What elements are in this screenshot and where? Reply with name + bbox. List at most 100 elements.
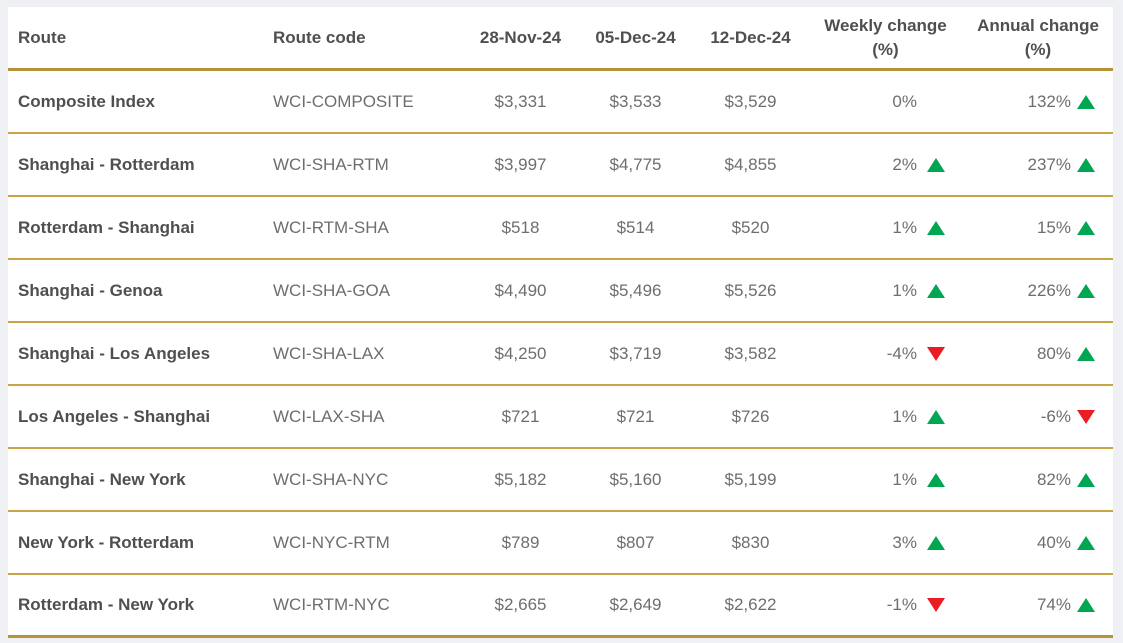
route-name-cell: Rotterdam - Shanghai bbox=[18, 217, 195, 237]
weekly-change-cell: -4% bbox=[808, 344, 963, 364]
annual-change-value: 15% bbox=[1036, 217, 1071, 237]
header-date-2: 05-Dec-24 bbox=[595, 27, 676, 47]
value-cell: $3,529 bbox=[724, 91, 777, 111]
header-route-code: Route code bbox=[273, 27, 366, 47]
annual-change-cell: -6% bbox=[963, 407, 1113, 427]
weekly-change-value: -1% bbox=[886, 595, 917, 614]
route-name-cell: Los Angeles - Shanghai bbox=[18, 406, 211, 426]
weekly-change-arrow-icon bbox=[927, 220, 945, 235]
route-code-cell: WCI-SHA-NYC bbox=[273, 469, 389, 489]
annual-change-arrow-icon bbox=[1077, 157, 1095, 172]
value-cell: $830 bbox=[731, 532, 770, 552]
annual-change-arrow-icon bbox=[1077, 283, 1095, 298]
header-weekly-change: Weekly change (%) bbox=[824, 15, 947, 59]
route-code-cell: WCI-RTM-NYC bbox=[273, 595, 390, 614]
value-cell: $514 bbox=[616, 217, 655, 237]
annual-change-cell: 80% bbox=[963, 344, 1113, 364]
table-row: Shanghai - Rotterdam WCI-SHA-RTM $3,997 … bbox=[8, 134, 1113, 197]
route-code-cell: WCI-COMPOSITE bbox=[273, 91, 414, 111]
table-row: Los Angeles - Shanghai WCI-LAX-SHA $721 … bbox=[8, 386, 1113, 449]
annual-change-arrow-icon bbox=[1077, 472, 1095, 487]
value-cell: $807 bbox=[616, 532, 655, 552]
route-name-cell: Shanghai - Rotterdam bbox=[18, 154, 195, 174]
annual-change-value: 40% bbox=[1036, 532, 1071, 552]
annual-change-value: 237% bbox=[1027, 154, 1071, 174]
value-cell: $5,526 bbox=[724, 280, 777, 300]
weekly-change-value: 0% bbox=[892, 91, 917, 111]
value-cell: $3,582 bbox=[724, 343, 777, 363]
annual-change-cell: 74% bbox=[963, 595, 1113, 615]
weekly-change-arrow-icon bbox=[927, 598, 945, 612]
value-cell: $4,250 bbox=[494, 343, 547, 363]
wci-rates-table: Route Route code 28-Nov-24 05-Dec-24 12-… bbox=[8, 7, 1113, 638]
weekly-change-cell: 1% bbox=[808, 281, 963, 301]
route-name-cell: Shanghai - Los Angeles bbox=[18, 343, 211, 363]
weekly-change-value: -4% bbox=[886, 343, 917, 363]
table-row: Shanghai - Genoa WCI-SHA-GOA $4,490 $5,4… bbox=[8, 260, 1113, 323]
annual-change-cell: 237% bbox=[963, 155, 1113, 175]
value-cell: $3,997 bbox=[494, 154, 547, 174]
value-cell: $518 bbox=[501, 217, 540, 237]
annual-change-value: 80% bbox=[1036, 343, 1071, 363]
route-name-cell: Shanghai - Genoa bbox=[18, 280, 163, 300]
value-cell: $789 bbox=[501, 532, 540, 552]
weekly-change-cell: 2% bbox=[808, 155, 963, 175]
table-row: New York - Rotterdam WCI-NYC-RTM $789 $8… bbox=[8, 512, 1113, 575]
annual-change-cell: 132% bbox=[963, 92, 1113, 112]
value-cell: $726 bbox=[731, 406, 770, 426]
table-row: Shanghai - New York WCI-SHA-NYC $5,182 $… bbox=[8, 449, 1113, 512]
annual-change-arrow-icon bbox=[1077, 220, 1095, 235]
weekly-change-cell: 1% bbox=[808, 407, 963, 427]
annual-change-value: 82% bbox=[1036, 469, 1071, 489]
value-cell: $5,160 bbox=[609, 469, 662, 489]
header-date-1: 28-Nov-24 bbox=[479, 27, 562, 47]
weekly-change-cell: 1% bbox=[808, 218, 963, 238]
value-cell: $3,533 bbox=[609, 91, 662, 111]
value-cell: $2,622 bbox=[724, 595, 777, 614]
value-cell: $5,182 bbox=[494, 469, 547, 489]
route-name-cell: Rotterdam - New York bbox=[18, 595, 195, 614]
table-header-row: Route Route code 28-Nov-24 05-Dec-24 12-… bbox=[8, 7, 1113, 71]
annual-change-value: 74% bbox=[1036, 595, 1071, 614]
value-cell: $520 bbox=[731, 217, 770, 237]
annual-change-value: -6% bbox=[1040, 406, 1071, 426]
weekly-change-cell: 0% bbox=[808, 92, 963, 112]
value-cell: $4,490 bbox=[494, 280, 547, 300]
route-name-cell: Shanghai - New York bbox=[18, 469, 186, 489]
header-date-3: 12-Dec-24 bbox=[710, 27, 791, 47]
annual-change-value: 226% bbox=[1027, 280, 1071, 300]
table-body: Composite Index WCI-COMPOSITE $3,331 $3,… bbox=[8, 71, 1113, 638]
route-code-cell: WCI-LAX-SHA bbox=[273, 406, 385, 426]
route-name-cell: Composite Index bbox=[18, 91, 155, 111]
annual-change-cell: 82% bbox=[963, 470, 1113, 490]
annual-change-cell: 226% bbox=[963, 281, 1113, 301]
weekly-change-arrow-icon bbox=[927, 157, 945, 172]
weekly-change-value: 1% bbox=[892, 280, 917, 300]
annual-change-cell: 40% bbox=[963, 533, 1113, 553]
annual-change-cell: 15% bbox=[963, 218, 1113, 238]
value-cell: $2,665 bbox=[494, 595, 547, 614]
value-cell: $3,331 bbox=[494, 91, 547, 111]
route-code-cell: WCI-NYC-RTM bbox=[273, 532, 390, 552]
header-route: Route bbox=[18, 27, 67, 47]
route-name-cell: New York - Rotterdam bbox=[18, 532, 195, 552]
value-cell: $4,855 bbox=[724, 154, 777, 174]
table-row: Shanghai - Los Angeles WCI-SHA-LAX $4,25… bbox=[8, 323, 1113, 386]
value-cell: $721 bbox=[616, 406, 655, 426]
weekly-change-cell: 3% bbox=[808, 533, 963, 553]
value-cell: $4,775 bbox=[609, 154, 662, 174]
value-cell: $3,719 bbox=[609, 343, 662, 363]
route-code-cell: WCI-SHA-GOA bbox=[273, 280, 391, 300]
route-code-cell: WCI-RTM-SHA bbox=[273, 217, 389, 237]
value-cell: $5,496 bbox=[609, 280, 662, 300]
table-row: Composite Index WCI-COMPOSITE $3,331 $3,… bbox=[8, 71, 1113, 134]
weekly-change-cell: 1% bbox=[808, 470, 963, 490]
weekly-change-arrow-icon bbox=[927, 346, 945, 361]
table-row: Rotterdam - Shanghai WCI-RTM-SHA $518 $5… bbox=[8, 197, 1113, 260]
weekly-change-arrow-icon bbox=[927, 472, 945, 487]
route-code-cell: WCI-SHA-RTM bbox=[273, 154, 389, 174]
annual-change-arrow-icon bbox=[1077, 94, 1095, 109]
value-cell: $2,649 bbox=[609, 595, 662, 614]
route-code-cell: WCI-SHA-LAX bbox=[273, 343, 385, 363]
